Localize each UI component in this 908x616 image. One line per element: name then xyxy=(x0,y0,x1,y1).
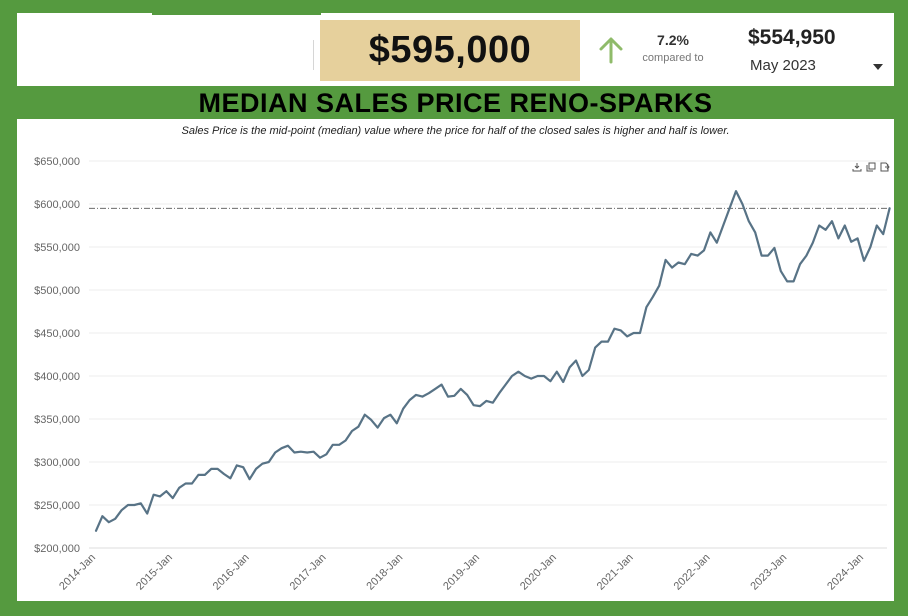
period-dropdown-icon[interactable] xyxy=(870,62,886,72)
compared-label: compared to xyxy=(642,52,704,64)
arrow-up-icon xyxy=(599,37,623,64)
divider xyxy=(313,40,314,70)
previous-value: $554,950 xyxy=(748,26,836,49)
page-title: MEDIAN SALES PRICE RENO-SPARKS xyxy=(198,87,713,118)
tab-notch xyxy=(152,13,321,15)
current-median-price: $595,000 xyxy=(320,20,580,81)
copy-icon[interactable] xyxy=(866,162,876,172)
download-icon[interactable] xyxy=(852,162,862,172)
previous-period: May 2023 xyxy=(750,57,816,74)
export-icon[interactable] xyxy=(880,162,890,172)
chart-panel xyxy=(17,119,894,601)
change-percent: 7.2% xyxy=(657,32,689,48)
chart-subtitle: Sales Price is the mid-point (median) va… xyxy=(181,125,730,137)
chart-toolbar xyxy=(852,162,890,174)
